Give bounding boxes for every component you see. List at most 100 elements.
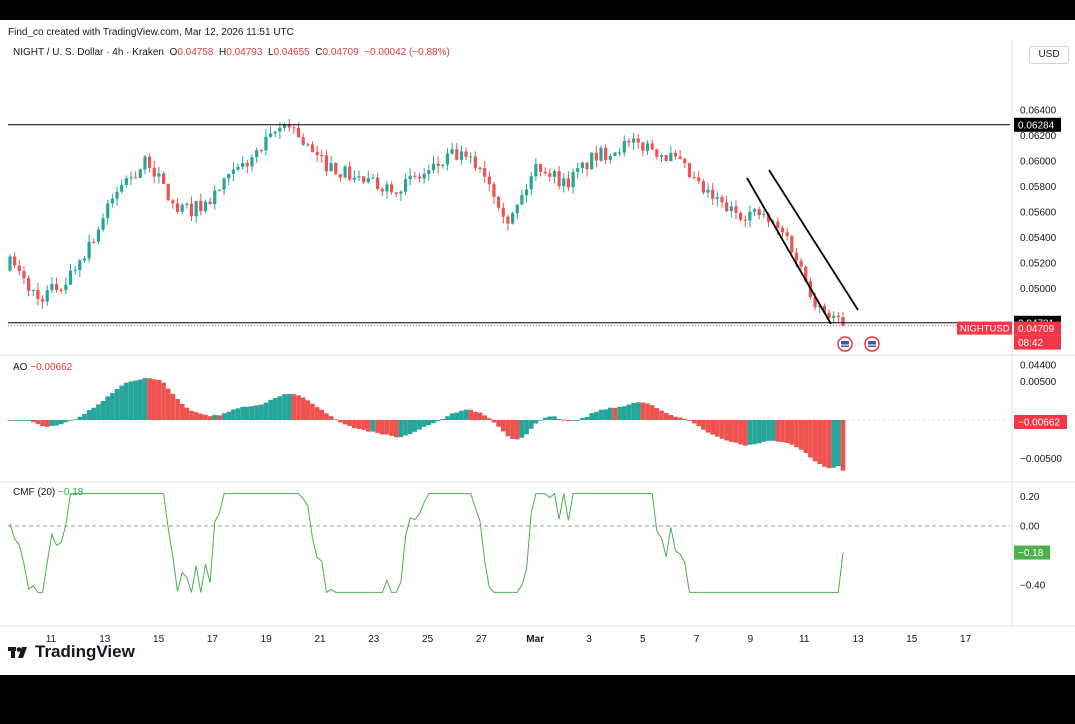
cmf-legend: CMF (20) −0.18 (13, 487, 83, 498)
ao-bar (30, 420, 36, 423)
ao-bar (189, 410, 194, 420)
grid (0, 40, 1075, 627)
ao-bar (147, 378, 152, 420)
candle-body (115, 191, 119, 199)
candle-body (729, 206, 733, 212)
candle-body (106, 203, 110, 219)
ao-bar (631, 403, 636, 420)
candle-body (585, 162, 589, 170)
candle-body (534, 164, 538, 177)
candle-body (259, 150, 263, 152)
candle-body (827, 312, 831, 318)
candle-body (748, 211, 752, 221)
ao-bar (724, 420, 729, 441)
candle-body (175, 203, 180, 212)
ao-bar (542, 417, 548, 420)
candle-body (804, 266, 808, 282)
ao-bar (361, 420, 367, 430)
candle-body (348, 166, 352, 180)
candle-body (692, 177, 696, 179)
candle-body (613, 152, 617, 157)
ao-bar (626, 404, 632, 420)
ao-current-tag-bg (1014, 415, 1067, 429)
ao-bar (463, 409, 469, 420)
candle-body (697, 177, 701, 182)
ao-current-tag: −0.00662 (1018, 418, 1060, 429)
ao-bar (217, 415, 222, 420)
ao-bar (505, 420, 511, 437)
ao-bar (193, 412, 199, 420)
ao-bar (198, 413, 204, 420)
ao-bar (128, 381, 134, 420)
candle-body (282, 123, 287, 128)
ao-bar (533, 420, 539, 424)
candle-body (366, 178, 370, 183)
currency-button[interactable]: USD (1029, 46, 1069, 64)
ao-bar (812, 420, 818, 462)
candle-body (455, 149, 459, 160)
candle-body (213, 190, 217, 205)
chart-frame: Find_co created with TradingView.com, Ma… (0, 20, 1075, 675)
candle-body (45, 290, 49, 302)
cmf-tick-label: −0.40 (1020, 581, 1046, 592)
candle-body (245, 163, 249, 167)
ao-bar (421, 420, 427, 427)
candle-body (54, 283, 59, 291)
tradingview-brand[interactable]: TradingView (8, 642, 135, 662)
time-tick-label: 27 (476, 634, 488, 645)
ao-bar (705, 420, 711, 433)
change-value: −0.00042 (−0.88%) (364, 47, 450, 58)
candle-body (501, 207, 505, 217)
ao-bar (822, 420, 827, 467)
candle-body (134, 177, 138, 179)
candle-body (185, 203, 189, 205)
candle-body (766, 214, 771, 222)
ao-bar (7, 420, 13, 421)
ao-bar (473, 411, 478, 420)
ao-bar (221, 413, 227, 420)
ao-bar (431, 420, 436, 424)
ao-bar (510, 420, 515, 439)
ao-bar (645, 403, 650, 420)
candle-body (189, 203, 194, 217)
ao-bar (338, 420, 343, 423)
ao-bar (170, 393, 176, 420)
channel-upper-line (768, 169, 859, 311)
ao-bar (808, 420, 813, 458)
ao-bar (756, 420, 762, 444)
ao-bar (561, 419, 567, 421)
ao-bar (435, 420, 441, 422)
ao-bar (784, 420, 790, 444)
time-tick-label: 15 (906, 634, 918, 645)
ao-bar (268, 399, 273, 420)
ao-bar (607, 407, 613, 420)
ao-bar (715, 420, 720, 437)
ao-bar (49, 420, 55, 426)
time-tick-label: 25 (422, 634, 434, 645)
candle-body (599, 147, 603, 161)
candle-body (64, 284, 68, 291)
ao-bar (528, 420, 534, 429)
ao-bar (356, 420, 362, 429)
price-chart-svg[interactable]: 0.06400 0.06200 0.06000 0.05800 0.05600 0.054… (0, 20, 1075, 675)
candle-body (627, 140, 631, 143)
ao-bar (449, 413, 455, 420)
ao-bar (333, 419, 339, 421)
candle-body (329, 162, 333, 172)
ao-bar (770, 420, 776, 441)
candle-body (678, 156, 682, 160)
ao-bar (728, 420, 734, 442)
flag-field-icon (868, 341, 876, 347)
candle-body (427, 170, 431, 174)
candle-body (832, 315, 836, 318)
ao-bar (621, 406, 627, 420)
ao-bar (142, 378, 148, 420)
ao-bar (105, 396, 111, 420)
time-tick-label: 13 (852, 634, 864, 645)
ao-bar (701, 420, 706, 430)
ao-bar (747, 420, 753, 445)
candle-body (594, 152, 598, 161)
candle-body (171, 200, 175, 204)
ao-bar (794, 420, 799, 448)
candle-body (469, 156, 473, 158)
